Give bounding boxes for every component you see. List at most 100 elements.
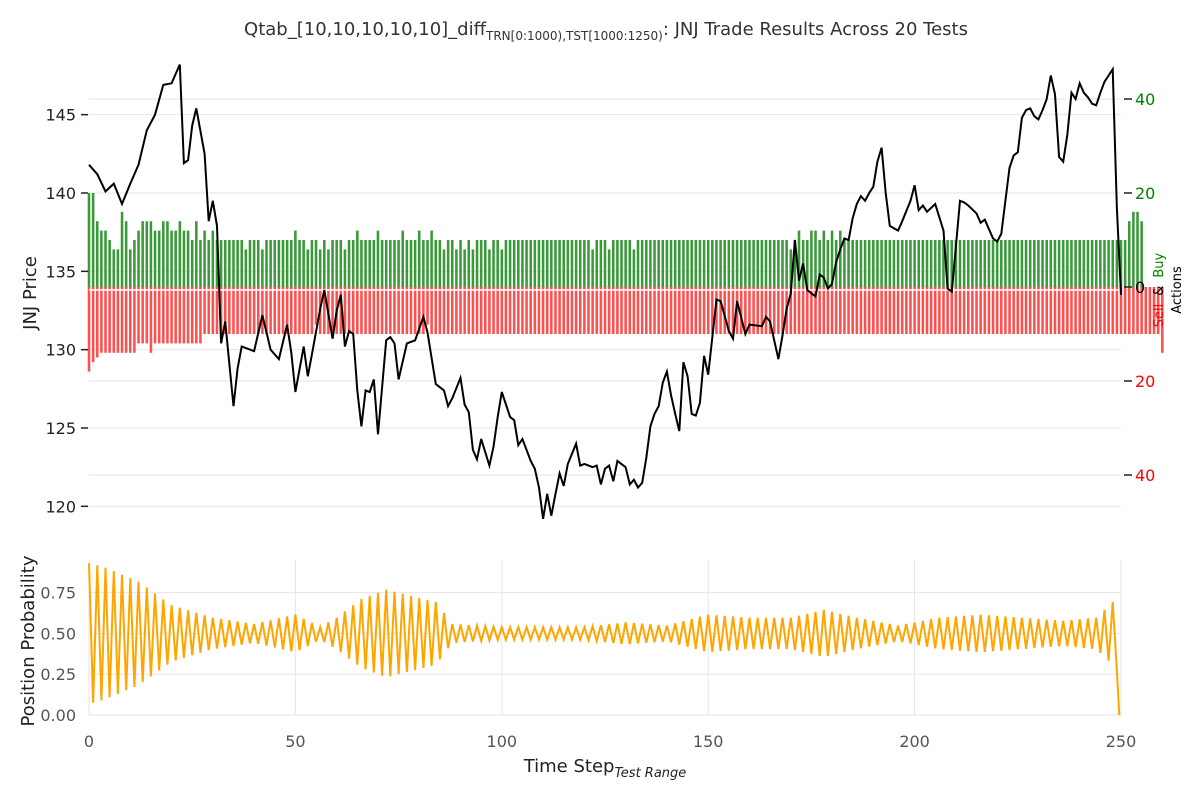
buy-bar (830, 230, 834, 287)
buy-bar (1132, 211, 1135, 287)
sell-bar (541, 287, 545, 334)
sell-bar (744, 287, 747, 334)
sell-bar (735, 287, 739, 334)
buy-bar (665, 240, 669, 287)
buy-bar (302, 240, 305, 287)
buy-bar (797, 230, 801, 287)
sell-bar (591, 287, 594, 334)
sell-bar (562, 287, 565, 334)
sell-bar (929, 287, 933, 334)
sell-bar (1070, 287, 1073, 334)
buy-bar (219, 240, 223, 287)
sell-bar (1053, 287, 1057, 334)
sell-bar (1045, 287, 1048, 334)
sell-bar (665, 287, 669, 334)
actions-tick-label: 0 (1135, 278, 1145, 297)
sell-bar (1012, 287, 1015, 334)
buy-bar (261, 249, 264, 287)
sell-bar (265, 287, 268, 334)
buy-bar (756, 240, 760, 287)
buy-bar (157, 230, 161, 287)
actions-tick-label: 20 (1135, 184, 1155, 203)
buy-bar (401, 230, 405, 287)
buy-bar (376, 230, 380, 287)
buy-bar (595, 240, 599, 287)
buy-bar (162, 221, 165, 287)
buy-bar (1082, 240, 1086, 287)
buy-bar (739, 240, 743, 287)
sell-bar (694, 287, 698, 334)
buy-bar (455, 249, 458, 287)
buy-bar (508, 240, 512, 287)
sell-bar (632, 287, 636, 334)
sell-bar (314, 287, 318, 325)
sell-bar (805, 287, 809, 334)
buy-bar (228, 240, 231, 287)
buy-bar (607, 249, 611, 287)
buy-bar (368, 240, 371, 287)
buy-bar (446, 240, 450, 287)
probability-y-ticks: 0.00 0.25 0.50 0.75 (40, 584, 76, 725)
sell-bar (777, 287, 780, 334)
buy-bar (1107, 240, 1110, 287)
buy-bar (657, 240, 660, 287)
sell-bar (661, 287, 665, 334)
actions-label-sell: Sell (1152, 304, 1167, 327)
buy-bar (917, 240, 921, 287)
buy-bar (413, 240, 417, 287)
buy-bar (1037, 240, 1040, 287)
sell-bar (888, 287, 892, 334)
chart-title-tail: : JNJ Trade Results Across 20 Tests (663, 19, 968, 40)
sell-bar (174, 287, 177, 344)
buy-bar (867, 240, 871, 287)
buy-bar (1086, 240, 1090, 287)
sell-bar (232, 287, 235, 334)
buy-bar (550, 240, 553, 287)
buy-bar (1057, 240, 1061, 287)
buy-bar (1012, 240, 1015, 287)
buy-bar (124, 221, 128, 287)
buy-bar (256, 240, 260, 287)
x-axis-label-main: Time Step (523, 756, 615, 777)
buy-bar (826, 240, 830, 287)
buy-bar (892, 240, 896, 287)
buy-bar (467, 240, 471, 287)
sell-bar (182, 287, 186, 344)
buy-bar (512, 240, 516, 287)
buy-bar (1123, 240, 1127, 287)
buy-bar (942, 240, 945, 287)
sell-bar (100, 287, 103, 353)
buy-bar (1008, 240, 1011, 287)
sell-bar (554, 287, 557, 334)
buy-bar (153, 230, 157, 287)
sell-bar (814, 287, 817, 334)
x-axis-label-subscript: Test Range (614, 766, 686, 781)
buy-bar (479, 240, 483, 287)
sell-bar (244, 287, 248, 334)
buy-bar (285, 240, 289, 287)
sell-bar (533, 287, 537, 334)
sell-bar (442, 287, 446, 334)
buy-bar (380, 240, 384, 287)
sell-bar (178, 287, 182, 344)
buy-bar (814, 230, 817, 287)
sell-bar (678, 287, 681, 334)
sell-bar (682, 287, 685, 334)
buy-bar (673, 240, 677, 287)
buy-bar (727, 240, 731, 287)
price-axis-label: JNJ Price (20, 256, 41, 331)
sell-bar (847, 287, 850, 334)
buy-bar (649, 240, 652, 287)
sell-bar (521, 287, 524, 334)
buy-bar (715, 240, 718, 287)
sell-bar (673, 287, 677, 334)
buy-bar (938, 240, 941, 287)
buy-bar (1115, 240, 1119, 287)
sell-bar (417, 287, 421, 334)
buy-bar (855, 240, 859, 287)
sell-bar (166, 287, 169, 344)
sell-bar (872, 287, 875, 334)
price-tick-label: 125 (45, 419, 76, 438)
sell-bar (913, 287, 916, 334)
